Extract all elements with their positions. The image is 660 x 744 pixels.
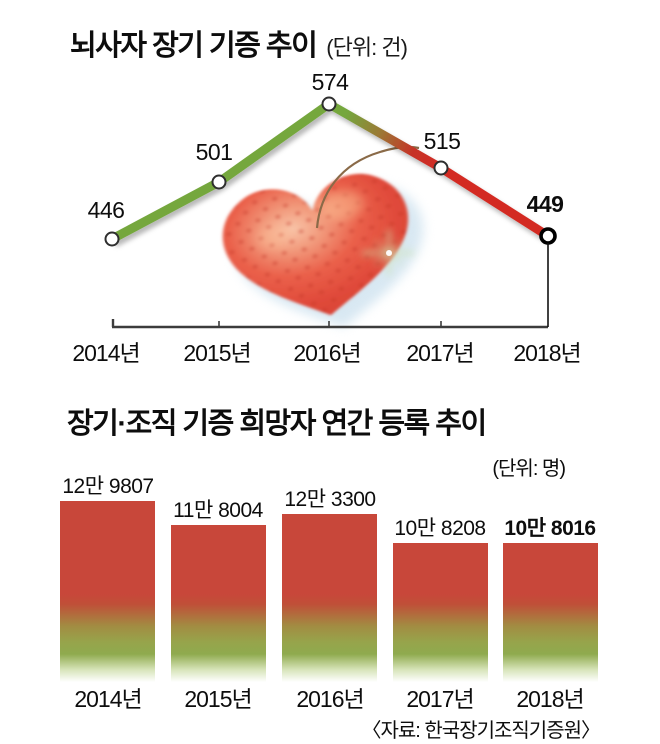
bar-2015: [171, 525, 266, 700]
year-label-2016: 2016년: [293, 340, 360, 366]
bar-value-2018: 10만 8016: [504, 517, 596, 540]
trend-line-transition: [326, 100, 444, 172]
value-label-2018: 449: [527, 191, 564, 217]
heart-illustration: [222, 145, 423, 328]
line-chart-header: 뇌사자 장기 기증 추이 (단위: 건): [70, 22, 408, 64]
bar-year-2016: 2016년: [296, 686, 364, 712]
bar-chart-unit-label: (단위: 명): [492, 458, 566, 480]
sparkle-core: [386, 250, 392, 256]
heart-highlight-right: [320, 190, 364, 221]
heart-highlight-left: [255, 225, 291, 250]
value-label-2014: 446: [88, 197, 125, 223]
value-label-2017: 515: [424, 128, 461, 154]
line-chart-unit-label: (단위: 건): [326, 35, 408, 60]
bar-value-2016: 12만 3300: [284, 488, 376, 511]
data-point-2014: [104, 231, 120, 247]
year-label-2014: 2014년: [72, 340, 139, 366]
year-label-2015: 2015년: [183, 340, 250, 366]
bar-year-2018: 2018년: [516, 686, 584, 712]
x-axis: [111, 243, 549, 329]
data-point-2016: [321, 96, 337, 112]
bar-value-2015: 11만 8004: [173, 499, 263, 522]
data-point-2017: [433, 160, 449, 176]
value-label-2015: 501: [196, 139, 233, 165]
bar-2016: [282, 514, 377, 700]
bar-value-2017: 10만 8208: [394, 517, 486, 540]
bar-year-2015: 2015년: [184, 686, 252, 712]
bar-chart-title: 장기·조직 기증 희망자 연간 등록 추이: [67, 408, 487, 440]
bar-2014: [60, 501, 155, 700]
heart-seed-texture: [222, 173, 408, 316]
data-point-2018-highlight: [539, 227, 557, 245]
line-chart: 446 501 574 515 449 2014년 2015년 2016년 20…: [72, 69, 581, 366]
bar-2017: [393, 543, 488, 700]
bar-year-2017: 2017년: [406, 686, 474, 712]
year-label-2018: 2018년: [513, 340, 580, 366]
year-label-2017: 2017년: [406, 340, 473, 366]
source-credit: 〈자료: 한국장기조직기증원〉: [361, 720, 601, 742]
data-point-2015: [211, 174, 227, 190]
line-chart-title: 뇌사자 장기 기증 추이: [70, 30, 318, 62]
trend-line-falling: [438, 164, 551, 240]
bar-value-2014: 12만 9807: [62, 475, 154, 498]
bar-2018: [503, 543, 598, 700]
value-label-2016: 574: [312, 69, 350, 95]
bar-year-2014: 2014년: [74, 686, 142, 712]
